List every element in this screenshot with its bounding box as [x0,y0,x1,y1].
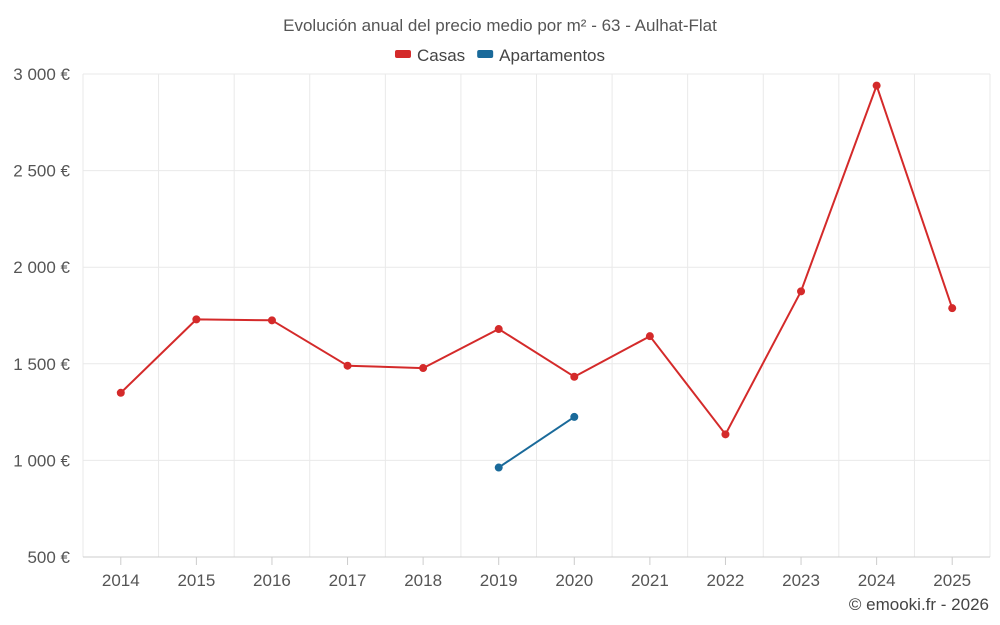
y-tick-label: 1 500 € [13,355,70,374]
x-tick-label: 2014 [102,571,140,590]
legend-label: Apartamentos [499,46,605,65]
data-point[interactable] [948,304,957,313]
data-point[interactable] [645,332,654,341]
x-tick-label: 2017 [329,571,367,590]
data-point[interactable] [570,372,579,381]
chart-title: Evolución anual del precio medio por m² … [283,16,717,35]
x-tick-label: 2020 [555,571,593,590]
series-apartamentos [494,412,579,472]
x-tick-label: 2022 [707,571,745,590]
data-point[interactable] [797,287,806,296]
legend-item-apartamentos[interactable]: Apartamentos [477,46,605,65]
data-point[interactable] [192,315,201,324]
y-tick-label: 3 000 € [13,65,70,84]
data-point[interactable] [267,316,276,325]
y-tick-label: 2 500 € [13,162,70,181]
data-point[interactable] [343,361,352,370]
x-axis-ticks: 2014 2015 2016 2017 2018 2019 2020 2021 2022 2023… [102,557,971,590]
data-point[interactable] [570,412,579,421]
series-casas [116,81,957,439]
horizontal-gridlines [83,73,990,461]
y-tick-label: 2 000 € [13,258,70,277]
series-line [498,416,575,469]
data-point[interactable] [419,364,428,373]
x-tick-label: 2016 [253,571,291,590]
x-tick-label: 2015 [177,571,215,590]
x-tick-label: 2023 [782,571,820,590]
data-point[interactable] [872,81,881,90]
data-point[interactable] [494,463,503,472]
x-tick-label: 2024 [858,571,896,590]
x-tick-label: 2019 [480,571,518,590]
legend-item-casas[interactable]: Casas [394,46,465,65]
credit-text: © emooki.fr - 2026 [849,595,989,614]
vertical-gridlines [82,74,991,557]
x-tick-label: 2021 [631,571,669,590]
series-layer [116,81,957,472]
data-point[interactable] [116,388,125,397]
x-tick-label: 2025 [933,571,971,590]
x-tick-label: 2018 [404,571,442,590]
data-point[interactable] [721,430,730,439]
y-tick-label: 1 000 € [13,451,70,470]
legend-label: Casas [417,46,465,65]
y-axis-ticks: 500 € 1 000 € 1 500 € 2 000 € 2 500 € 3 000 € [13,65,70,567]
series-line [120,84,954,436]
legend-swatch [477,50,494,58]
legend-swatch [394,50,411,58]
y-tick-label: 500 € [27,548,70,567]
data-point[interactable] [494,325,503,334]
legend: Casas Apartamentos [394,46,605,65]
